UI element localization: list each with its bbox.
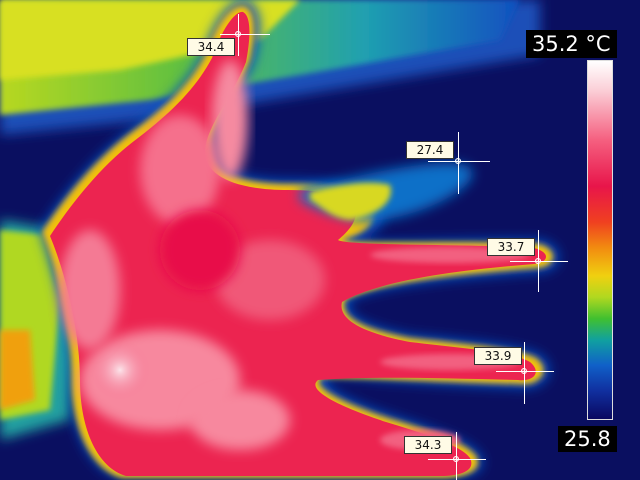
scale-min-label: 25.8 (558, 426, 617, 452)
background-warm-object (0, 0, 540, 135)
spot-temperature-label: 27.4 (406, 141, 454, 159)
crosshair-dot (453, 456, 459, 462)
scale-max-label: 35.2 °C (526, 30, 617, 58)
spot-temperature-label: 34.3 (404, 436, 452, 454)
crosshair-dot (535, 258, 541, 264)
spot-temperature-label: 34.4 (187, 38, 235, 56)
color-scale-bar (587, 60, 613, 420)
crosshair-dot (521, 368, 527, 374)
hand-silhouette (40, 0, 559, 479)
spot-temperature-label: 33.9 (474, 347, 522, 365)
crosshair-h (220, 34, 270, 35)
crosshair-dot (455, 158, 461, 164)
crosshair-dot (235, 31, 241, 37)
spot-temperature-label: 33.7 (487, 238, 535, 256)
cool-finger (300, 163, 473, 221)
